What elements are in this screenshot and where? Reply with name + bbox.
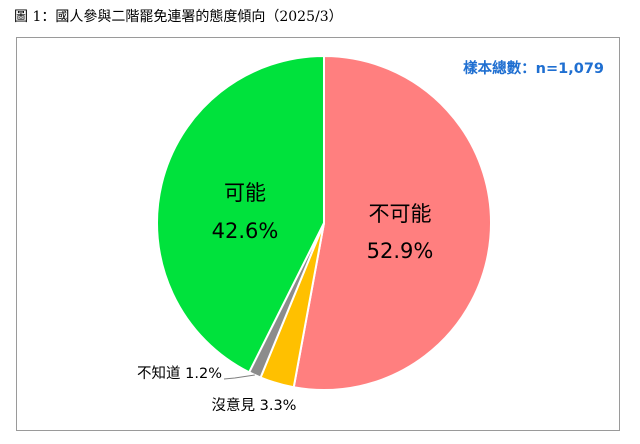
slice-label-1: 不可能 (369, 202, 432, 226)
pie-slice-1 (292, 54, 492, 391)
slice-value-4: 42.6% (212, 219, 279, 243)
figure-title: 圖 1：國人參與二階罷免連署的態度傾向（2025/3） (14, 9, 343, 25)
slice-value-1: 52.9% (367, 239, 434, 263)
sample-size-note: 樣本總數：n=1,079 (463, 61, 604, 77)
slice-label-3: 不知道 1.2% (137, 365, 222, 382)
leader-line-3 (223, 374, 255, 380)
slice-label-4: 可能 (224, 181, 266, 205)
chart-frame (16, 37, 620, 431)
slice-label-2: 沒意見 3.3% (212, 396, 297, 414)
pie-slice-4 (156, 54, 325, 374)
